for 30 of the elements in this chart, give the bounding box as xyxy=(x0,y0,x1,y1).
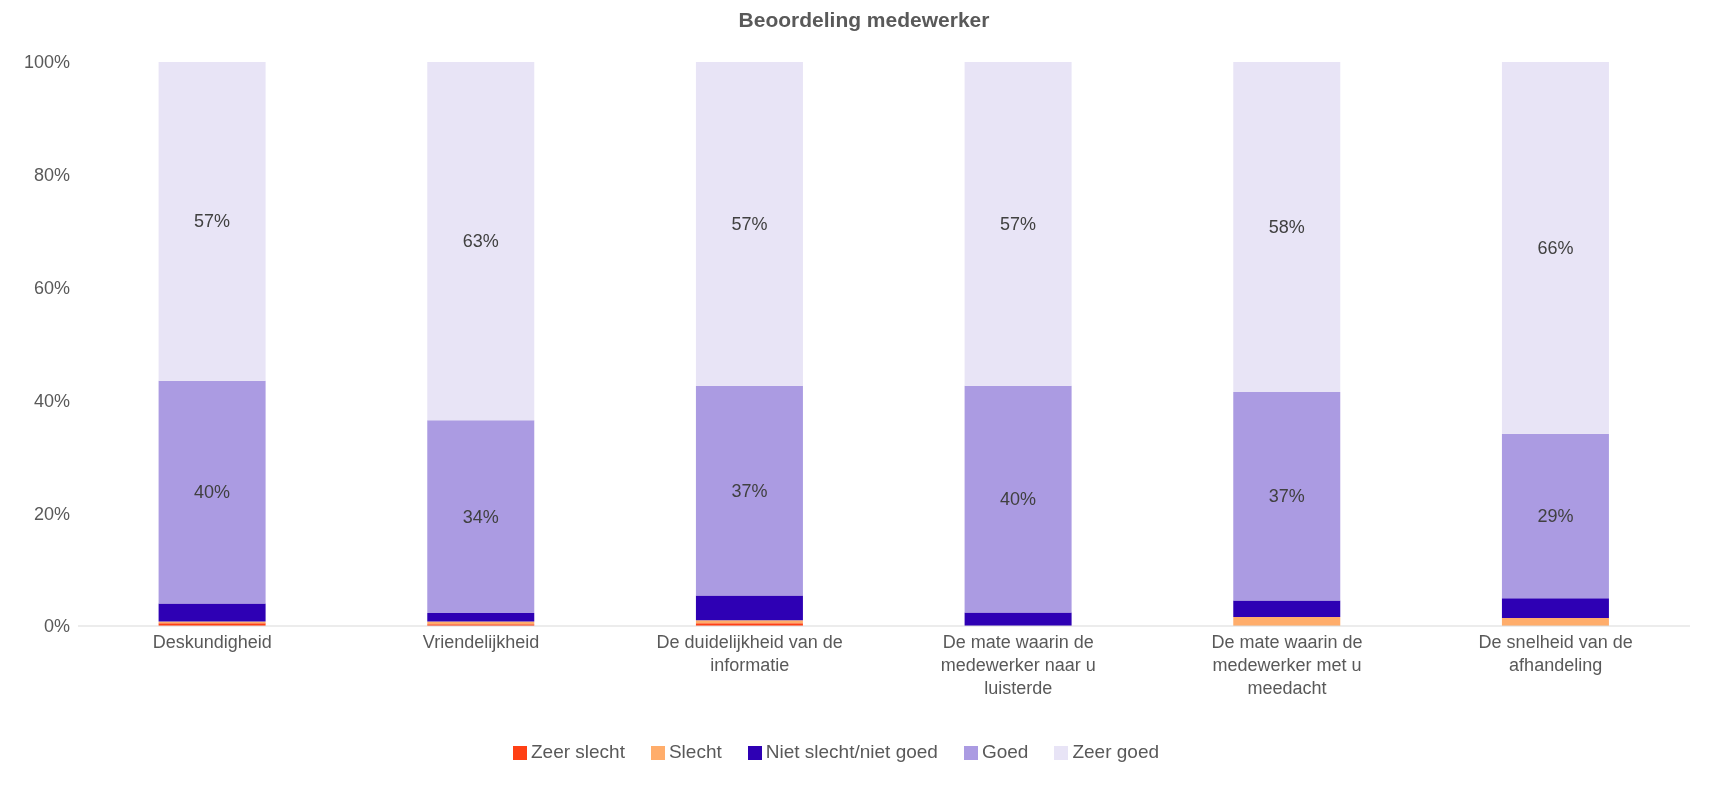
chart-title: Beoordeling medewerker xyxy=(737,8,991,33)
y-tick-label: 60% xyxy=(33,277,70,298)
data-label: 29% xyxy=(1537,506,1574,527)
legend-label: Goed xyxy=(981,741,1029,762)
legend-label: Zeer goed xyxy=(1072,741,1160,762)
data-label: 40% xyxy=(194,482,231,503)
legend-label: Slecht xyxy=(668,741,722,762)
y-tick-label: 80% xyxy=(33,165,70,186)
data-label: 57% xyxy=(731,213,768,234)
legend-label: Zeer slecht xyxy=(530,741,625,762)
x-tick-label: De mate waarin de medewerker naar u luisterde xyxy=(940,632,1096,698)
data-label: 40% xyxy=(1000,489,1037,510)
x-tick-label: Deskundigheid xyxy=(152,632,272,652)
legend-label: Niet slecht/niet goed xyxy=(765,741,938,762)
x-tick-label: Vriendelijkheid xyxy=(422,632,540,652)
y-tick-label: 0% xyxy=(43,616,70,637)
data-label: 34% xyxy=(462,506,499,527)
data-label: 63% xyxy=(462,231,499,252)
data-label: 66% xyxy=(1537,237,1574,258)
y-tick-label: 100% xyxy=(23,52,70,73)
y-tick-label: 20% xyxy=(33,503,70,524)
y-tick-label: 40% xyxy=(33,390,70,411)
data-label: 57% xyxy=(1000,213,1037,234)
data-label: 37% xyxy=(1268,486,1305,507)
data-label: 58% xyxy=(1268,216,1305,237)
x-tick-label: De mate waarin de medewerker met u meedacht xyxy=(1211,632,1363,698)
x-tick-label: De duidelijkheid van de informatie xyxy=(656,632,843,675)
data-label: 37% xyxy=(731,480,768,501)
x-tick-label: De snelheid van de afhandeling xyxy=(1478,632,1633,675)
data-label: 57% xyxy=(194,211,231,232)
